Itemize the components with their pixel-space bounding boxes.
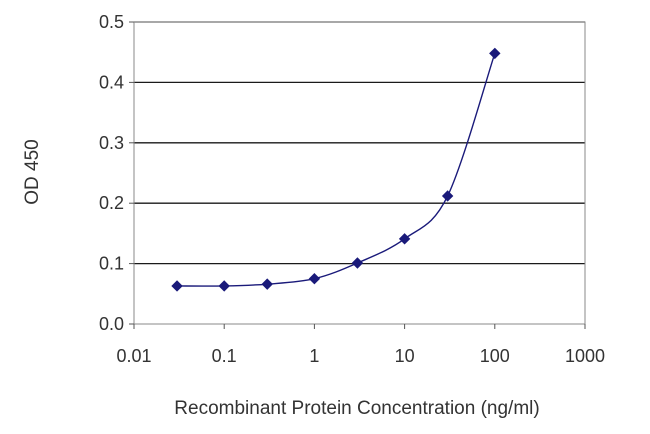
data-point xyxy=(398,233,411,245)
data-point xyxy=(308,272,321,285)
plot-frame xyxy=(133,21,586,325)
gridlines xyxy=(134,21,585,265)
y-axis-title: OD 450 xyxy=(22,139,43,204)
y-tick-label: 0.4 xyxy=(99,72,124,92)
x-axis-title: Recombinant Protein Concentration (ng/ml… xyxy=(174,398,539,419)
data-point xyxy=(171,280,183,292)
x-tick-labels: 0.01 0.1 1 10 100 1000 xyxy=(116,346,605,366)
series-line xyxy=(177,53,496,287)
y-tick-label: 0.2 xyxy=(99,193,124,213)
y-tick-label: 0.1 xyxy=(99,254,124,274)
x-tick-label: 0.01 xyxy=(116,346,151,366)
data-point xyxy=(351,257,364,269)
y-tick-label: 0.0 xyxy=(99,314,124,334)
x-tick-label: 1000 xyxy=(565,346,605,366)
x-tick-label: 1 xyxy=(309,346,319,366)
data-point xyxy=(218,280,230,292)
data-series xyxy=(171,47,501,292)
x-tick-label: 100 xyxy=(480,346,510,366)
axes xyxy=(129,21,586,329)
x-tick-label: 10 xyxy=(395,346,415,366)
data-point xyxy=(441,190,454,202)
y-tick-label: 0.5 xyxy=(99,12,124,32)
y-tick-label: 0.3 xyxy=(99,133,124,153)
data-point xyxy=(261,278,273,290)
data-point xyxy=(489,47,501,60)
x-tick-label: 0.1 xyxy=(212,346,237,366)
y-tick-labels: 0.0 0.1 0.2 0.3 0.4 0.5 xyxy=(99,12,124,334)
